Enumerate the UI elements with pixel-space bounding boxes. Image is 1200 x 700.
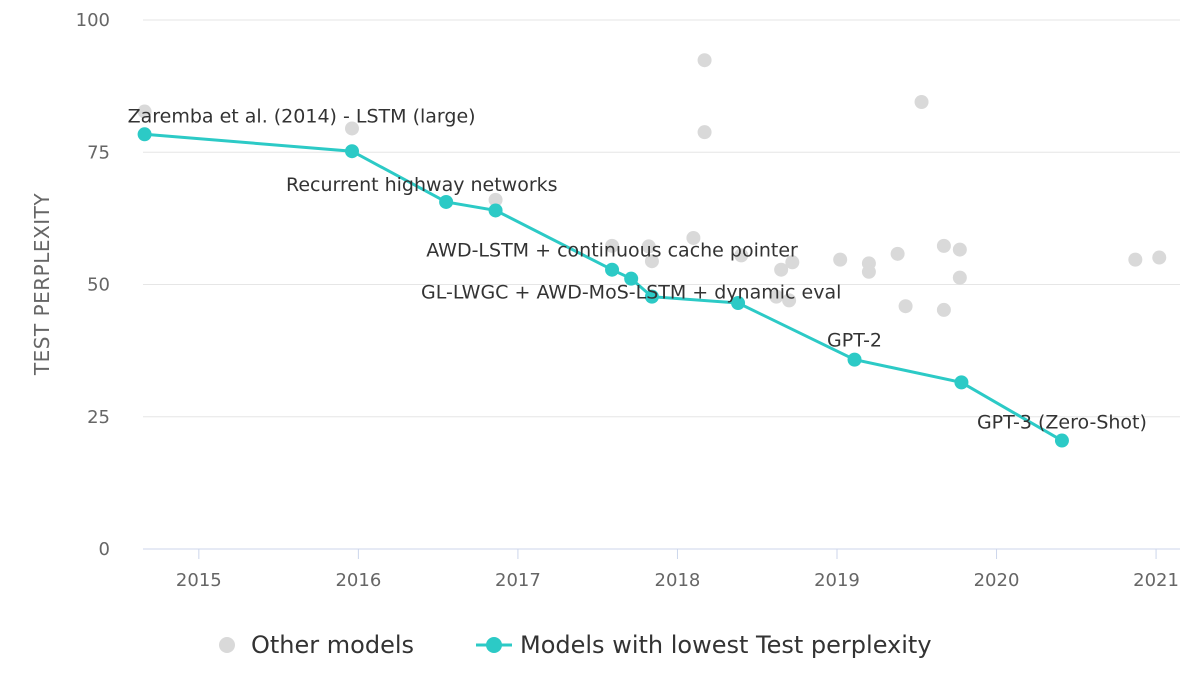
other-model-point[interactable]	[890, 246, 905, 261]
other-model-point[interactable]	[774, 262, 789, 277]
lowest-perplexity-point[interactable]	[488, 203, 503, 218]
y-tick-label: 0	[99, 539, 110, 560]
lowest-perplexity-point[interactable]	[1054, 433, 1069, 448]
other-model-point[interactable]	[488, 192, 503, 207]
annotation-label: GL-LWGC + AWD-MoS-LSTM + dynamic eval	[421, 282, 841, 304]
other-model-point[interactable]	[697, 53, 712, 68]
y-tick-label: 25	[87, 407, 110, 428]
y-tick-label: 75	[87, 142, 110, 163]
other-model-point[interactable]	[686, 230, 701, 245]
legend-label-other: Other models	[251, 631, 414, 659]
other-model-point[interactable]	[769, 289, 784, 304]
other-model-point[interactable]	[1152, 250, 1167, 265]
lowest-perplexity-point[interactable]	[847, 352, 862, 367]
axes: 0 25 50 75 100 2015 2016 2017 2018 2019 2020 2021	[76, 10, 1180, 591]
grid-lines	[143, 19, 1180, 418]
other-model-point[interactable]	[833, 252, 848, 267]
other-model-point[interactable]	[644, 254, 659, 269]
lowest-perplexity-point[interactable]	[624, 271, 639, 286]
x-tick-label: 2019	[814, 570, 860, 591]
other-model-point[interactable]	[914, 94, 929, 109]
other-model-point[interactable]	[936, 238, 951, 253]
lowest-perplexity-point[interactable]	[954, 375, 969, 390]
legend[interactable]: Other models Models with lowest Test perp…	[219, 631, 932, 659]
other-model-point[interactable]	[641, 239, 656, 254]
other-model-point[interactable]	[605, 238, 620, 253]
annotation-label: GPT-3 (Zero-Shot)	[977, 412, 1147, 434]
legend-marker-lowest	[486, 637, 502, 653]
lowest-perplexity-point[interactable]	[344, 144, 359, 159]
other-model-point[interactable]	[1128, 252, 1143, 267]
annotation-label: Recurrent highway networks	[286, 174, 558, 196]
x-tick-label: 2020	[974, 570, 1020, 591]
legend-marker-other	[219, 637, 235, 653]
annotation-label: GPT-2	[827, 330, 882, 352]
lowest-perplexity-point[interactable]	[644, 289, 659, 304]
y-axis-title: TEST PERPLEXITY	[30, 193, 54, 376]
other-model-point[interactable]	[952, 242, 967, 257]
legend-item-other-models[interactable]: Other models	[219, 631, 414, 659]
other-model-point[interactable]	[785, 255, 800, 270]
x-tick-label: 2017	[495, 570, 541, 591]
legend-item-lowest-perplexity[interactable]: Models with lowest Test perplexity	[476, 631, 932, 659]
other-model-point[interactable]	[782, 293, 797, 308]
other-model-point[interactable]	[344, 121, 359, 136]
y-tick-label: 50	[87, 275, 110, 296]
other-model-point[interactable]	[936, 302, 951, 317]
x-tick-label: 2016	[335, 570, 381, 591]
lowest-perplexity-point[interactable]	[731, 296, 746, 311]
lowest-perplexity-series	[137, 127, 1069, 448]
other-model-point[interactable]	[734, 248, 749, 263]
annotation-label: AWD-LSTM + continuous cache pointer	[426, 240, 798, 262]
other-model-point[interactable]	[898, 299, 913, 314]
other-model-point[interactable]	[861, 264, 876, 279]
x-tick-label: 2021	[1133, 570, 1179, 591]
other-model-point[interactable]	[697, 125, 712, 140]
annotation-label: Zaremba et al. (2014) - LSTM (large)	[128, 105, 476, 127]
lowest-perplexity-point[interactable]	[137, 127, 152, 142]
x-tick-label: 2015	[176, 570, 222, 591]
other-models-series	[137, 53, 1167, 317]
annotations: Zaremba et al. (2014) - LSTM (large) Recu…	[128, 105, 1147, 433]
x-tick-label: 2018	[655, 570, 701, 591]
other-model-point[interactable]	[137, 104, 152, 119]
lowest-perplexity-point[interactable]	[605, 262, 620, 277]
lowest-perplexity-point[interactable]	[439, 194, 454, 209]
other-model-point[interactable]	[952, 270, 967, 285]
legend-label-lowest: Models with lowest Test perplexity	[520, 631, 932, 659]
y-tick-label: 100	[76, 10, 110, 31]
